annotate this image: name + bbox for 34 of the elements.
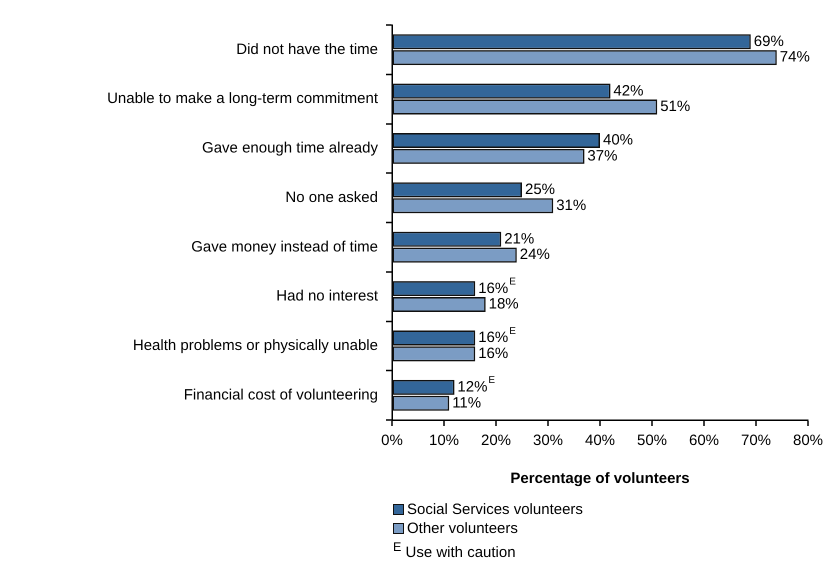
y-tick-label: Had no interest [276,288,379,305]
x-tick-label: 40% [584,432,616,450]
data-label: 37% [587,147,618,164]
y-tick-label: No one asked [285,188,378,206]
y-tick-label: Gave enough time already [202,140,378,157]
data-label: 11% [452,394,482,412]
x-tick-label: 20% [480,432,512,450]
data-label: 69% [754,32,784,50]
data-label: 31% [556,196,586,214]
data-label: 40% [603,132,634,149]
y-tick-label: Health problems or physically unable [132,337,378,354]
x-tick-label: 10% [428,432,460,450]
y-tick-label: Did not have the time [236,40,378,58]
x-tick-label: 50% [636,432,668,450]
data-label: 24% [520,246,550,264]
text: $^{E}$ Use with caution [393,539,517,562]
data-label: 21% [504,230,534,248]
legend-label: Other volunteers [407,519,518,538]
x-tick-label: 30% [532,432,564,450]
y-tick-label: Gave money instead of time [191,238,378,256]
x-tick-label: 70% [740,432,772,450]
x-tick-label: 0% [381,432,403,450]
x-tick-label: 60% [688,432,720,450]
data-label: 16% [478,344,508,362]
x-axis-title: Percentage of volunteers [510,470,690,488]
data-label: 18% [488,296,519,313]
data-label: 25% [525,181,556,198]
data-label: 74% [780,48,810,66]
data-label: 42% [613,82,644,100]
x-tick-label: 80% [792,432,824,450]
y-tick-label: Financial cost of volunteering [184,386,378,404]
data-label: 51% [660,98,690,116]
legend-label: Social Services volunteers [407,500,583,519]
y-tick-label: Unable to make a long-term commitment [107,90,379,108]
